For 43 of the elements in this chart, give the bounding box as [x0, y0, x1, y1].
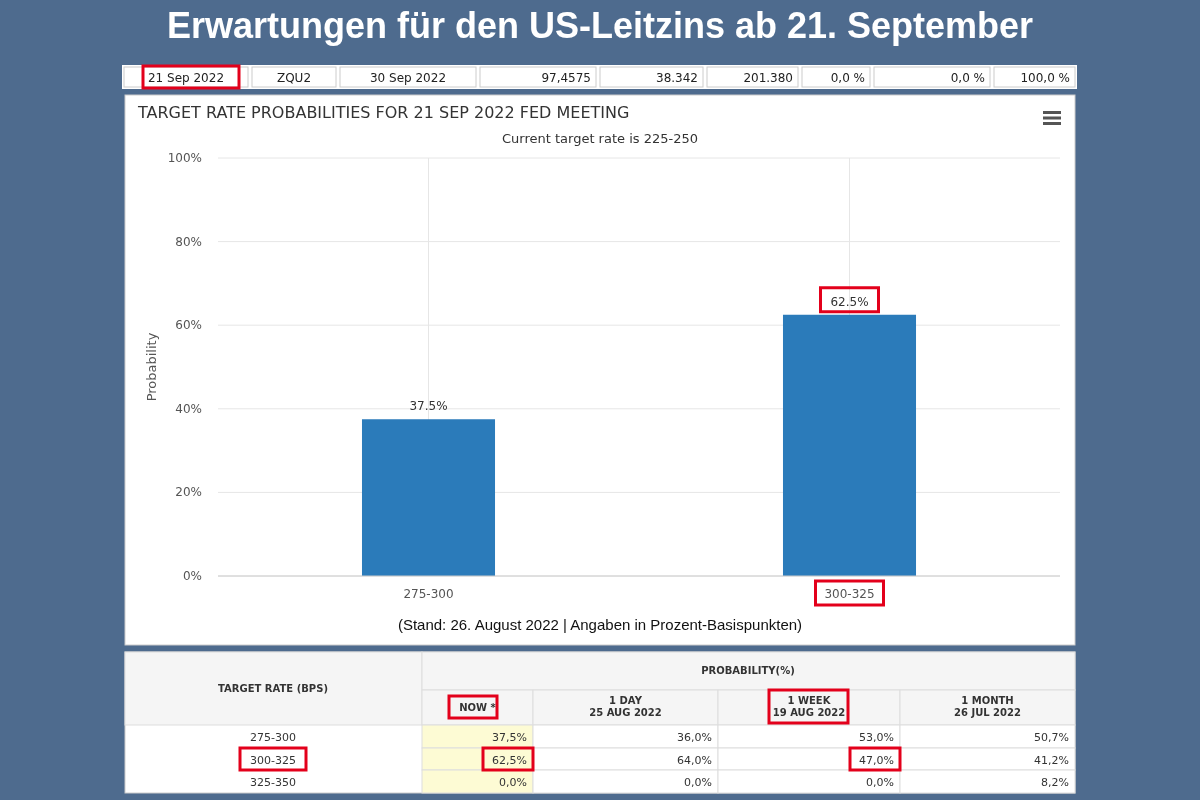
text: 50,7%: [1034, 731, 1069, 744]
text: 36,0%: [677, 731, 712, 744]
text: 47,0%: [859, 754, 894, 767]
category-label: 1 WEEK 19 AUG 2022: [772, 695, 846, 718]
category-label: 325-350: [250, 776, 296, 789]
text: 97,4575: [541, 71, 591, 85]
y-tick-label: 40%: [175, 401, 202, 416]
text: 41,2%: [1034, 754, 1069, 767]
category-label: 1 DAY 25 AUG 2022: [589, 695, 662, 718]
text: 201.380: [743, 71, 793, 85]
text: 0,0 %: [830, 71, 865, 85]
text: TARGET RATE (BPS): [218, 683, 328, 694]
y-tick-label: 80%: [175, 234, 202, 249]
text: (Stand: 26. August 2022 | Angaben in Prozent-Basispunkten): [397, 616, 803, 633]
text: 21 Sep 2022: [147, 71, 225, 85]
y-axis-title: Probability: [144, 332, 159, 402]
text: 0,0%: [499, 776, 527, 789]
text: 37,5%: [492, 731, 527, 744]
y-tick-label: 20%: [175, 485, 202, 500]
category-label: 275-300: [250, 731, 296, 744]
chart-subtitle: Current target rate is 225-250: [502, 131, 698, 146]
text: 64,0%: [677, 754, 712, 767]
y-tick-label: 0%: [182, 569, 202, 583]
category-label: 1 MONTH 26 JUL 2022: [954, 695, 1021, 718]
category-label: 300-325: [250, 754, 296, 767]
chart-title: TARGET RATE PROBABILITIES FOR 21 SEP 2022 FED MEETING: [137, 103, 630, 122]
text: PROBABILITY(%): [701, 665, 795, 676]
text: 0,0%: [684, 776, 712, 789]
text: 30 Sep 2022: [369, 71, 447, 85]
y-tick-label: 60%: [175, 318, 202, 333]
text: 0,0%: [866, 776, 894, 789]
text: 0,0 %: [950, 71, 985, 85]
text: 8,2%: [1041, 776, 1069, 789]
text: 38.342: [656, 71, 698, 85]
data-label: 62.5%: [830, 294, 869, 309]
text: ZQU2: [276, 71, 312, 85]
data-label: 37.5%: [409, 399, 448, 414]
category-label: NOW *: [459, 702, 497, 713]
text: 100,0 %: [1020, 71, 1070, 85]
y-tick-label: 100%: [167, 151, 202, 165]
text: Erwartungen für den US-Leitzins ab 21. September: [166, 5, 1034, 46]
text: 62,5%: [492, 754, 527, 767]
text: 53,0%: [859, 731, 894, 744]
